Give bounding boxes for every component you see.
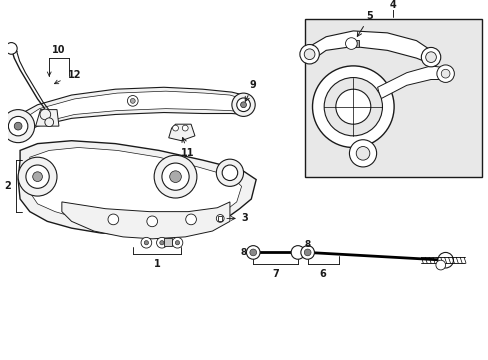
Circle shape bbox=[169, 171, 181, 183]
Text: 8: 8 bbox=[304, 240, 310, 249]
Text: 7: 7 bbox=[272, 269, 278, 279]
Circle shape bbox=[246, 246, 260, 259]
Circle shape bbox=[304, 249, 310, 256]
Circle shape bbox=[349, 140, 376, 167]
Circle shape bbox=[8, 116, 28, 136]
Circle shape bbox=[300, 246, 314, 259]
Circle shape bbox=[108, 214, 119, 225]
Circle shape bbox=[249, 249, 256, 256]
Circle shape bbox=[236, 98, 250, 112]
Circle shape bbox=[144, 240, 148, 245]
Circle shape bbox=[231, 93, 255, 116]
Circle shape bbox=[5, 42, 17, 54]
Circle shape bbox=[146, 216, 157, 227]
Circle shape bbox=[345, 38, 356, 49]
Circle shape bbox=[425, 52, 435, 63]
Circle shape bbox=[1, 109, 35, 143]
Circle shape bbox=[290, 246, 304, 259]
Text: 6: 6 bbox=[319, 269, 326, 279]
Circle shape bbox=[304, 49, 314, 59]
Circle shape bbox=[26, 165, 49, 188]
Circle shape bbox=[175, 240, 179, 245]
Polygon shape bbox=[36, 109, 59, 126]
Circle shape bbox=[182, 125, 188, 131]
Circle shape bbox=[440, 69, 449, 78]
Circle shape bbox=[45, 118, 54, 127]
Polygon shape bbox=[309, 31, 430, 64]
Text: 2: 2 bbox=[4, 181, 11, 192]
Circle shape bbox=[216, 215, 224, 222]
Circle shape bbox=[130, 98, 135, 103]
Polygon shape bbox=[168, 124, 195, 141]
Polygon shape bbox=[28, 148, 241, 225]
Circle shape bbox=[437, 252, 452, 268]
Circle shape bbox=[40, 109, 51, 120]
Text: 1: 1 bbox=[153, 259, 160, 269]
Circle shape bbox=[355, 147, 369, 160]
Circle shape bbox=[162, 163, 189, 190]
Circle shape bbox=[33, 172, 42, 181]
Text: 4: 4 bbox=[389, 0, 396, 10]
Circle shape bbox=[160, 240, 163, 245]
Circle shape bbox=[14, 122, 22, 130]
Circle shape bbox=[18, 157, 57, 196]
Circle shape bbox=[435, 260, 445, 270]
Circle shape bbox=[154, 155, 197, 198]
Text: 9: 9 bbox=[245, 80, 256, 101]
Polygon shape bbox=[16, 87, 243, 136]
Circle shape bbox=[156, 237, 167, 248]
Circle shape bbox=[185, 214, 196, 225]
Text: 10: 10 bbox=[52, 45, 65, 55]
Circle shape bbox=[299, 45, 319, 64]
Polygon shape bbox=[377, 66, 445, 99]
Bar bbox=[218, 216, 222, 221]
Text: 12: 12 bbox=[68, 69, 81, 80]
Bar bbox=[304, 19, 481, 177]
Circle shape bbox=[436, 65, 453, 82]
Circle shape bbox=[127, 95, 138, 106]
Circle shape bbox=[312, 66, 393, 148]
Circle shape bbox=[421, 48, 440, 67]
Polygon shape bbox=[18, 141, 256, 235]
Circle shape bbox=[141, 237, 151, 248]
Circle shape bbox=[222, 165, 237, 180]
Text: 5: 5 bbox=[357, 12, 372, 36]
Bar bbox=[163, 238, 171, 246]
Circle shape bbox=[216, 159, 243, 186]
Circle shape bbox=[335, 89, 370, 124]
Text: 3: 3 bbox=[226, 213, 248, 224]
Polygon shape bbox=[23, 91, 239, 133]
Polygon shape bbox=[61, 202, 229, 239]
Text: 11: 11 bbox=[181, 138, 195, 158]
Bar bbox=[351, 40, 358, 48]
Circle shape bbox=[172, 237, 183, 248]
Circle shape bbox=[240, 102, 246, 108]
Circle shape bbox=[172, 125, 178, 131]
Text: 8: 8 bbox=[240, 248, 246, 257]
Circle shape bbox=[324, 77, 382, 136]
